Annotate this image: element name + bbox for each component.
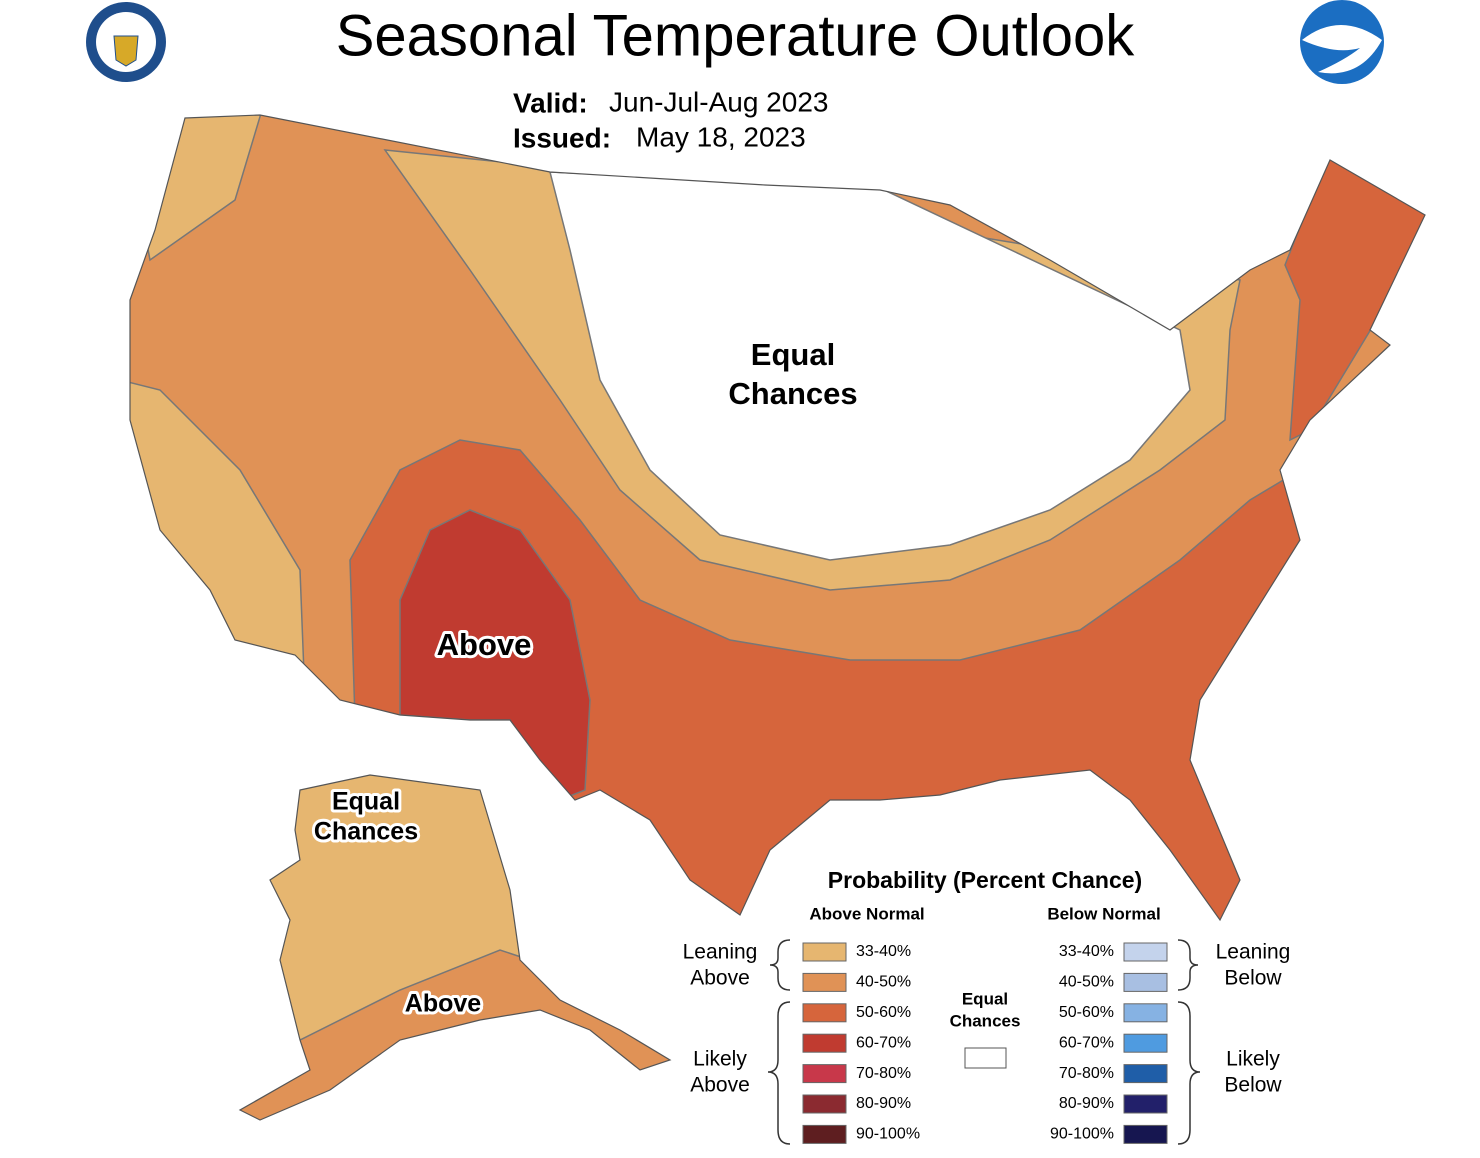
legend-swatch (802, 1124, 847, 1144)
map-label: Chances (314, 818, 418, 846)
alaska (240, 775, 670, 1120)
zone-50-60 (1284, 148, 1425, 442)
legend-braces (767, 939, 1201, 1145)
legend-group: Above (690, 1074, 750, 1097)
equal-chances-zone (549, 171, 1191, 561)
legend-header: Above Normal (809, 904, 924, 923)
title: Seasonal Temperature Outlook (336, 3, 1136, 68)
legend-label: 33-40% (1059, 943, 1114, 960)
valid-value: Jun-Jul-Aug 2023 (609, 86, 828, 117)
brace (1177, 939, 1199, 991)
legend-label: 50-60% (856, 1004, 911, 1021)
legend-swatch (1123, 1003, 1168, 1023)
legend-label: 70-80% (1059, 1065, 1114, 1082)
legend-header: Below Normal (1047, 904, 1160, 923)
legend-label: 33-40% (856, 943, 911, 960)
legend-swatch (802, 942, 847, 962)
legend-swatch (802, 1033, 847, 1053)
legend-group: Above (690, 967, 750, 990)
map-label: Above (437, 627, 532, 662)
legend-swatch (1123, 1033, 1168, 1053)
legend-swatch (802, 1064, 847, 1084)
legend-swatch (1123, 972, 1168, 992)
legend-swatch (802, 1003, 847, 1023)
legend-swatch (802, 972, 847, 992)
legend-group: Leaning (1216, 941, 1291, 964)
legend-label: 70-80% (856, 1065, 911, 1082)
map-label: Equal (332, 788, 400, 816)
legend-label: Chances (950, 1011, 1021, 1030)
legend-label: 80-90% (856, 1095, 911, 1112)
legend-group: Below (1224, 967, 1282, 990)
legend-title: Probability (Percent Chance) (828, 867, 1142, 893)
map-label: Chances (728, 376, 857, 411)
conus-outline (129, 114, 1426, 922)
legend-label: Equal (962, 989, 1008, 1008)
noaa-gull (1302, 25, 1382, 74)
legend-label: 60-70% (1059, 1034, 1114, 1051)
issued-value: May 18, 2023 (636, 121, 806, 152)
issued-label: Issued: (513, 122, 611, 153)
seal-shield (113, 35, 139, 67)
legend-label: 40-50% (856, 974, 911, 991)
legend-label: 40-50% (1059, 974, 1114, 991)
equal-swatch (964, 1047, 1007, 1069)
legend-group: Likely (1226, 1048, 1280, 1071)
legend-swatch (1123, 1064, 1168, 1084)
legend-swatch (1123, 1124, 1168, 1144)
legend-label: 90-100% (1050, 1126, 1114, 1143)
legend-group: Leaning (683, 941, 758, 964)
legend-swatch (1123, 942, 1168, 962)
legend-group: Likely (693, 1048, 747, 1071)
legend-label: 90-100% (856, 1126, 920, 1143)
map-label: Equal (751, 337, 835, 372)
legend-label: 50-60% (1059, 1004, 1114, 1021)
legend-group: Below (1224, 1074, 1282, 1097)
alaska-outline (238, 774, 672, 1121)
legend-label: 60-70% (856, 1034, 911, 1051)
legend-swatch (802, 1094, 847, 1114)
valid-label: Valid: (513, 87, 588, 118)
brace (1177, 1001, 1201, 1145)
legend-label: 80-90% (1059, 1095, 1114, 1112)
brace (769, 939, 791, 991)
brace (767, 1001, 791, 1145)
legend-swatch (1123, 1094, 1168, 1114)
map-label: Above (405, 990, 482, 1018)
